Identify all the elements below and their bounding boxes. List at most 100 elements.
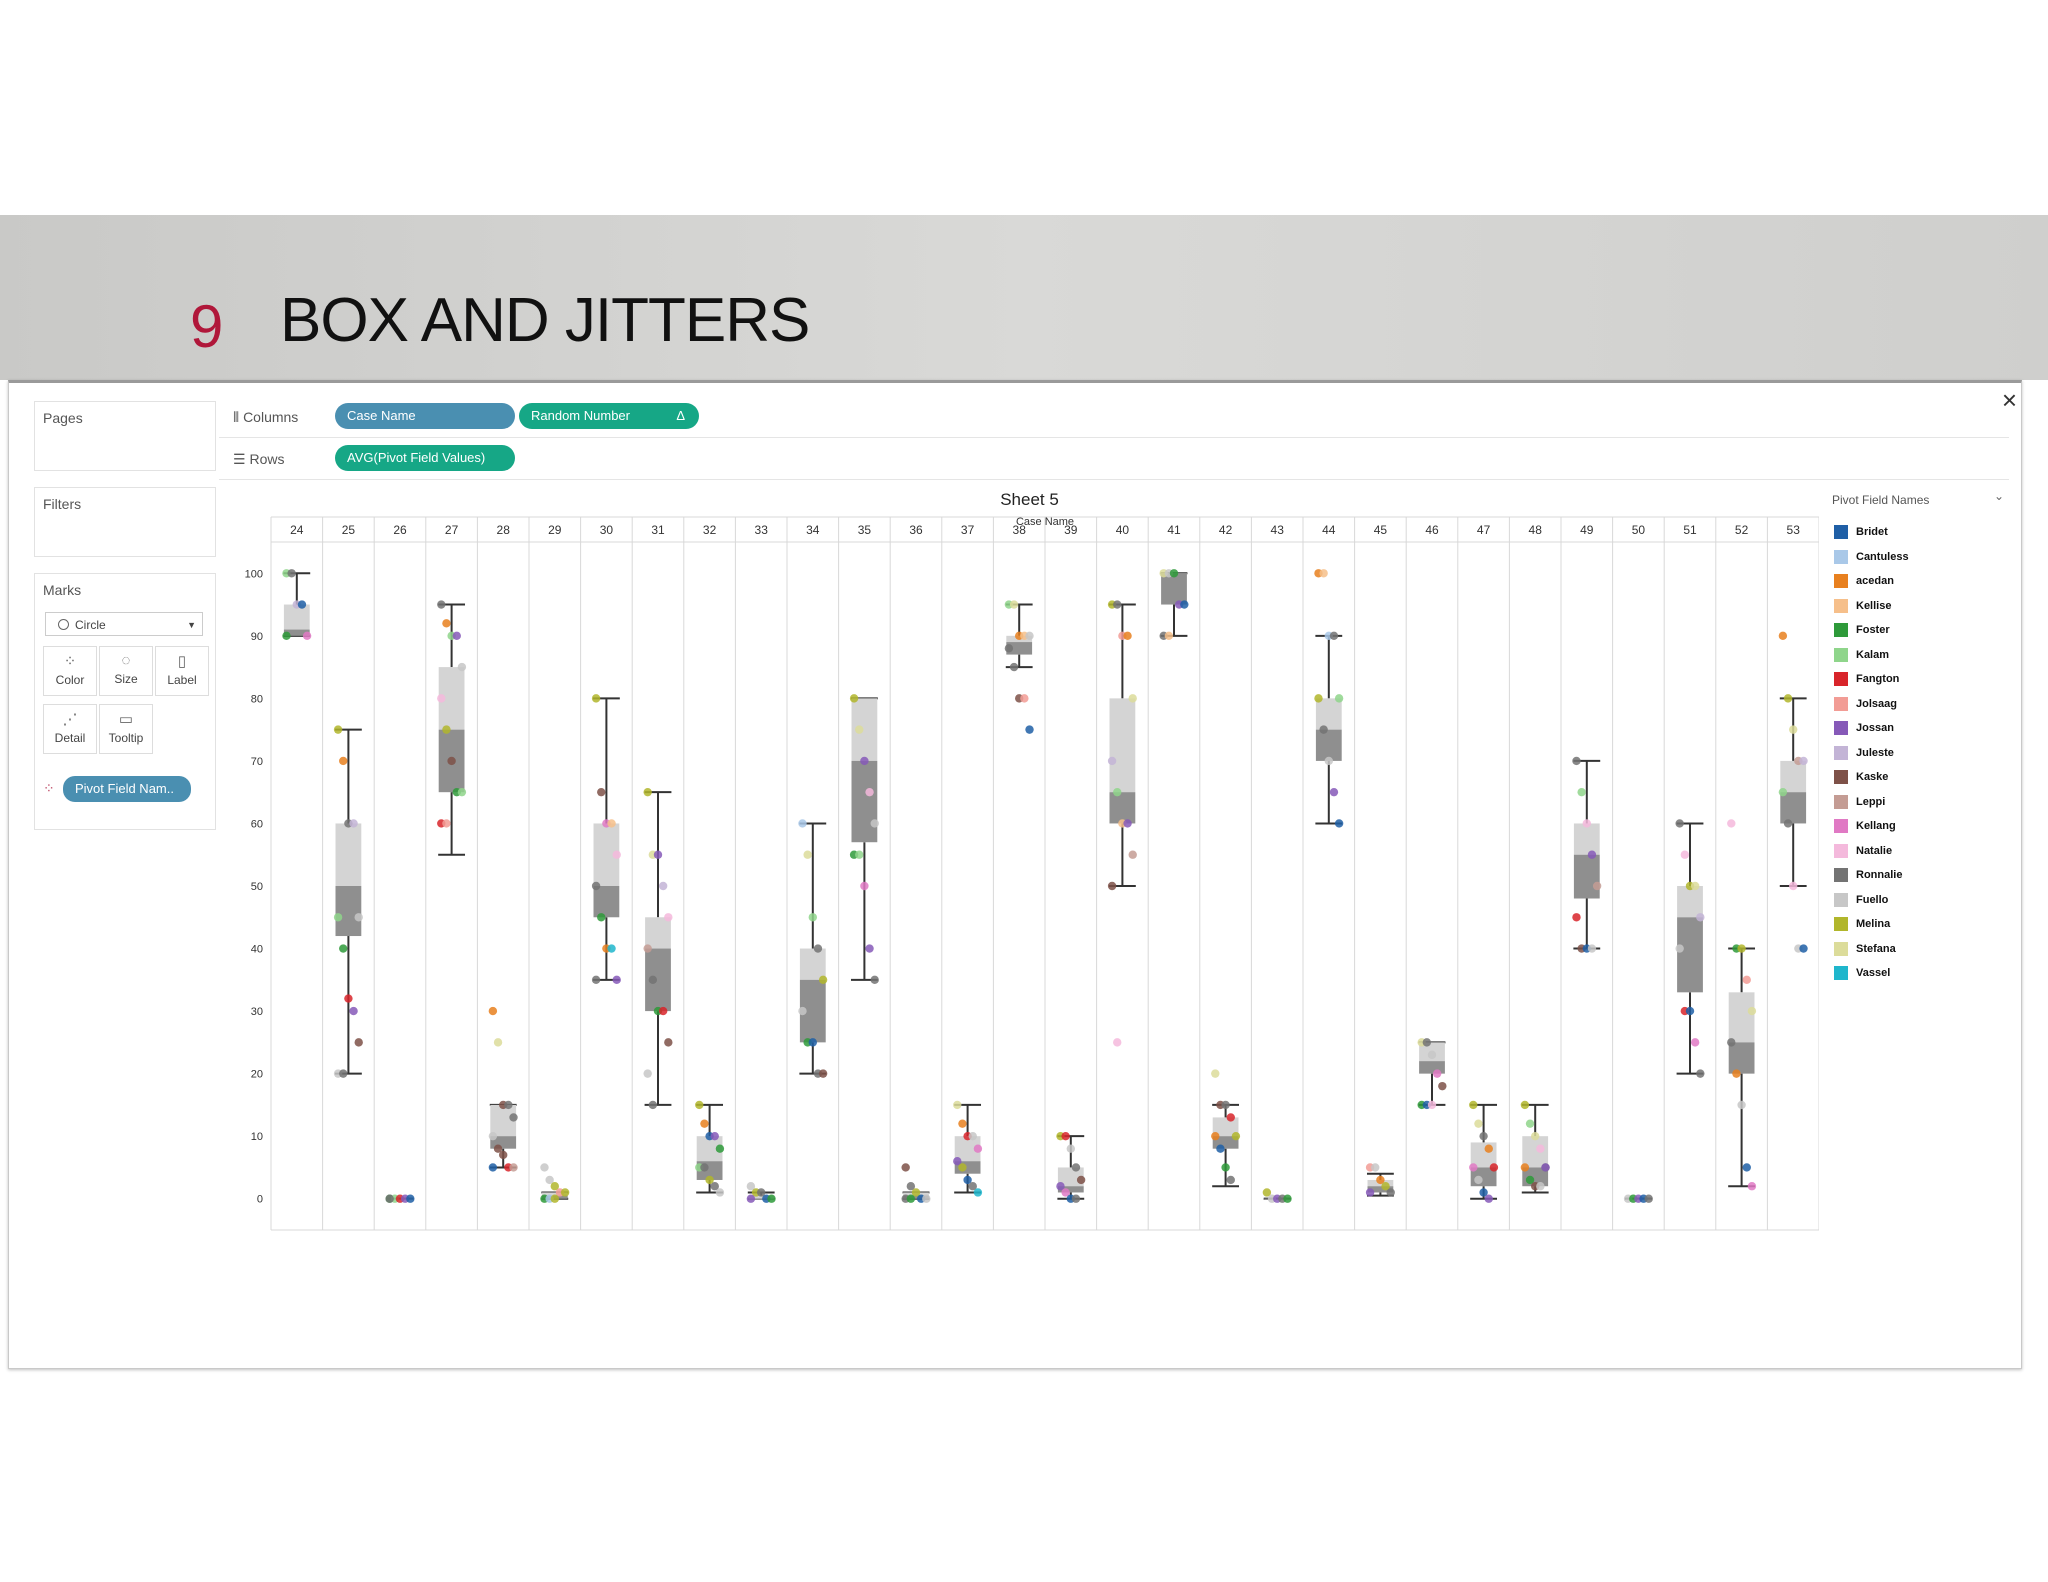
jitter-point <box>1314 694 1323 703</box>
color-field-pill[interactable]: Pivot Field Nam.. <box>63 776 191 802</box>
legend-label: Juleste <box>1856 746 1894 759</box>
legend-item[interactable]: Foster <box>1834 623 1890 643</box>
tooltip-button[interactable]: ▭ Tooltip <box>99 704 153 754</box>
jitter-point <box>1221 1100 1230 1110</box>
columns-shelf-label: ⦀ Columns <box>233 409 298 426</box>
jitter-point <box>1128 694 1137 703</box>
jitter-point <box>540 1163 549 1172</box>
jitter-point <box>1469 1163 1478 1172</box>
jitter-point <box>710 1182 719 1191</box>
jitter-point <box>612 975 621 985</box>
legend-swatch <box>1834 843 1848 858</box>
jitter-point <box>1778 787 1788 797</box>
jitter-point <box>1169 569 1179 578</box>
jitter-point <box>1644 1194 1653 1203</box>
jitter-point <box>1334 694 1344 703</box>
label-label: Label <box>167 673 197 687</box>
jitter-point <box>1422 1038 1432 1047</box>
jitter-point <box>1329 631 1339 641</box>
color-icon: ⁘ <box>63 653 77 670</box>
mark-type-select[interactable]: Circle ▼ <box>45 612 203 636</box>
jitter-point <box>1737 944 1746 953</box>
jitter-point <box>1076 1175 1086 1185</box>
jitter-point <box>648 1100 658 1110</box>
jitter-point <box>1056 1182 1065 1191</box>
legend-item[interactable]: Melina <box>1834 917 1890 937</box>
legend-item[interactable]: Vassel <box>1834 966 1890 986</box>
jitter-point <box>488 1131 498 1141</box>
case-name-pill[interactable]: Case Name <box>335 403 515 429</box>
x-tick-label: 27 <box>445 523 459 537</box>
jitter-point <box>1541 1163 1550 1172</box>
legend-item[interactable]: Kalam <box>1834 647 1889 668</box>
jitter-point <box>1427 1100 1437 1110</box>
detail-button[interactable]: ⋰ Detail <box>43 704 97 754</box>
jitter-point <box>1164 631 1174 641</box>
close-button[interactable]: × <box>2001 385 2017 415</box>
columns-icon: ⦀ <box>233 409 244 425</box>
label-icon: ▯ <box>177 653 187 670</box>
legend-item[interactable]: Natalie <box>1834 843 1892 864</box>
jitter-point <box>1484 1194 1493 1203</box>
jitter-point <box>1371 1163 1380 1172</box>
legend-item[interactable]: Juleste <box>1834 745 1894 766</box>
columns-label-text: Columns <box>243 409 299 425</box>
legend-menu-icon[interactable]: ⌄ <box>1993 489 2004 503</box>
pages-card[interactable]: Pages <box>34 401 216 471</box>
jitter-point <box>643 1069 652 1078</box>
jitter-point <box>1474 1175 1483 1185</box>
avg-pivot-values-pill[interactable]: AVG(Pivot Field Values) <box>335 445 515 471</box>
jitter-point <box>1690 1038 1700 1047</box>
x-tick-label: 51 <box>1683 523 1697 537</box>
size-button[interactable]: ◌ Size <box>99 646 153 696</box>
jitter-point <box>1696 913 1705 922</box>
jitter-point <box>1432 1069 1442 1078</box>
jitter-point <box>1211 1131 1220 1141</box>
jitter-point <box>612 850 621 859</box>
random-number-pill[interactable]: Random Number Δ <box>519 403 699 429</box>
box-lower <box>1006 642 1033 655</box>
filters-card[interactable]: Filters <box>34 487 216 557</box>
y-tick-label: 60 <box>251 818 263 830</box>
legend-label: Vassel <box>1856 967 1891 979</box>
legend-item[interactable]: Fuello <box>1834 892 1888 913</box>
jitter-point <box>488 1163 498 1172</box>
x-tick-label: 47 <box>1477 523 1491 537</box>
box-lower <box>903 1195 929 1199</box>
detail-icon: ⋰ <box>62 711 78 728</box>
jitter-point <box>1020 694 1029 703</box>
legend-label: acedan <box>1856 575 1894 587</box>
legend-item[interactable]: Kellang <box>1834 819 1896 839</box>
legend-item[interactable]: Bridet <box>1834 525 1888 545</box>
title-banner <box>0 215 2048 380</box>
legend-item[interactable]: acedan <box>1834 574 1894 594</box>
jitter-point <box>695 1100 704 1110</box>
y-tick-label: 80 <box>251 693 263 705</box>
chart-title: Sheet 5 <box>1000 490 1059 509</box>
legend-item[interactable]: Jolsaag <box>1834 696 1897 717</box>
legend-item[interactable]: Cantuless <box>1834 549 1909 570</box>
jitter-point <box>953 1157 962 1166</box>
legend-item[interactable]: Ronnalie <box>1834 868 1902 888</box>
label-button[interactable]: ▯ Label <box>155 646 209 696</box>
legend-item[interactable]: Kaske <box>1834 770 1888 790</box>
jitter-point <box>700 1119 709 1128</box>
legend-label: Kellise <box>1856 599 1892 612</box>
box-lower <box>335 886 362 937</box>
color-button[interactable]: ⁘ Color <box>43 646 97 696</box>
jitter-point <box>1520 1163 1530 1172</box>
jitter-point <box>504 1100 513 1110</box>
jitter-point <box>710 1131 719 1141</box>
jitter-point <box>922 1194 931 1203</box>
legend-item[interactable]: Jossan <box>1834 721 1894 741</box>
jitter-point <box>1324 756 1334 766</box>
jitter-point <box>1113 600 1122 609</box>
y-tick-label: 10 <box>251 1131 263 1143</box>
legend-item[interactable]: Fangton <box>1834 672 1899 692</box>
legend-item[interactable]: Leppi <box>1834 794 1885 815</box>
jitter-point <box>1675 819 1684 828</box>
jitter-point <box>597 787 606 797</box>
x-tick-label: 50 <box>1632 523 1646 537</box>
legend-item[interactable]: Kellise <box>1834 598 1892 619</box>
legend-item[interactable]: Stefana <box>1834 941 1896 962</box>
